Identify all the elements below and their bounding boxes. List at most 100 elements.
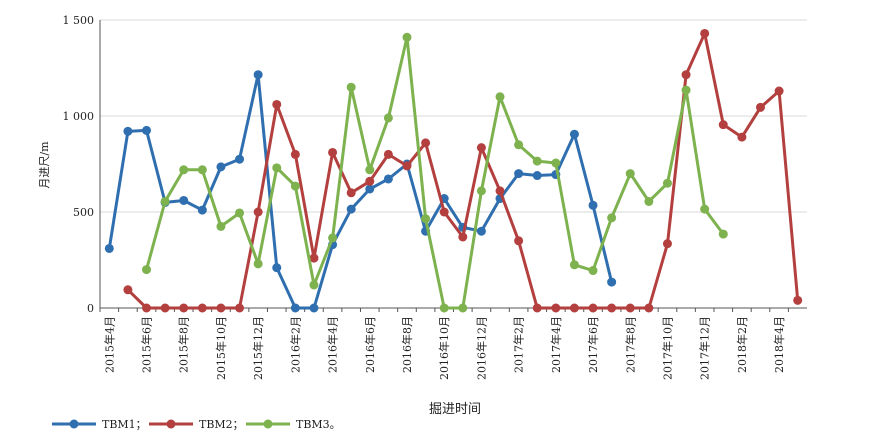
data-point (179, 303, 189, 313)
data-point (328, 233, 338, 243)
data-point (681, 85, 691, 95)
legend-label: TBM3。 (296, 418, 341, 431)
data-point (644, 196, 654, 206)
data-point (179, 195, 189, 205)
x-tick-label: 2016年12月 (474, 316, 488, 380)
data-point (439, 207, 449, 217)
data-point (793, 295, 803, 305)
data-point (197, 303, 207, 313)
data-point (532, 156, 542, 166)
data-point (569, 129, 579, 139)
data-point (235, 208, 245, 218)
legend-marker (263, 419, 273, 429)
data-point (495, 186, 505, 196)
data-point (309, 303, 319, 313)
data-point (272, 99, 282, 109)
data-point (607, 213, 617, 223)
x-tick-label: 2016年6月 (363, 316, 377, 373)
x-tick-label: 2018年2月 (735, 316, 749, 373)
data-point (235, 303, 245, 313)
data-point (346, 188, 356, 198)
data-point (123, 126, 133, 136)
x-tick-label: 2015年8月 (177, 316, 191, 373)
data-point (253, 70, 263, 80)
data-point (365, 184, 375, 194)
data-point (160, 303, 170, 313)
data-point (216, 221, 226, 231)
data-point (383, 149, 393, 159)
data-point (328, 147, 338, 157)
x-tick-label: 2015年12月 (251, 316, 265, 380)
data-point (197, 205, 207, 215)
x-tick-label: 2015年6月 (140, 316, 154, 373)
x-tick-label: 2016年8月 (400, 316, 414, 373)
legend-label: TBM2； (199, 418, 244, 431)
y-tick-label: 1 500 (63, 14, 95, 27)
data-point (476, 143, 486, 153)
x-tick-label: 2018年4月 (772, 316, 786, 373)
data-point (700, 28, 710, 38)
data-point (607, 303, 617, 313)
x-tick-label: 2015年10月 (214, 316, 228, 380)
legend-marker (69, 419, 79, 429)
x-tick-label: 2017年10月 (660, 316, 674, 380)
data-point (421, 138, 431, 148)
data-point (309, 253, 319, 263)
data-point (700, 204, 710, 214)
data-point (142, 125, 152, 135)
x-axis-label: 掘进时间 (429, 402, 481, 417)
data-point (588, 266, 598, 276)
data-point (551, 158, 561, 168)
data-point (179, 165, 189, 175)
data-point (197, 165, 207, 175)
y-axis-label: 月进尺/m (38, 141, 51, 189)
data-point (272, 163, 282, 173)
data-point (458, 232, 468, 242)
data-point (476, 226, 486, 236)
data-point (253, 207, 263, 217)
data-point (346, 204, 356, 214)
data-point (569, 260, 579, 270)
data-point (681, 70, 691, 80)
data-point (718, 120, 728, 130)
data-point (272, 263, 282, 273)
series-line (145, 35, 725, 310)
y-tick-label: 0 (87, 302, 94, 315)
data-point (514, 169, 524, 179)
data-point (476, 186, 486, 196)
data-point (532, 171, 542, 181)
x-tick-label: 2017年6月 (586, 316, 600, 373)
data-point (588, 303, 598, 313)
data-point (421, 214, 431, 224)
series-line (107, 73, 614, 310)
data-point (104, 243, 114, 253)
x-tick-label: 2016年2月 (288, 316, 302, 373)
y-tick-label: 1 000 (63, 110, 95, 123)
data-point (216, 303, 226, 313)
data-point (290, 149, 300, 159)
y-tick-label: 500 (73, 206, 94, 219)
data-point (290, 181, 300, 191)
data-point (662, 178, 672, 188)
data-point (514, 140, 524, 150)
data-point (253, 259, 263, 269)
data-point (142, 303, 152, 313)
legend-marker (166, 419, 176, 429)
data-point (383, 174, 393, 184)
x-tick-label: 2016年4月 (326, 316, 340, 373)
x-tick-label: 2017年12月 (698, 316, 712, 380)
data-point (588, 200, 598, 210)
data-point (160, 196, 170, 206)
x-tick-label: 2017年2月 (512, 316, 526, 373)
data-point (514, 236, 524, 246)
x-tick-label: 2015年4月 (102, 316, 116, 373)
data-point (737, 132, 747, 142)
data-point (774, 86, 784, 96)
data-point (439, 303, 449, 313)
data-point (625, 303, 635, 313)
x-tick-label: 2016年10月 (437, 316, 451, 380)
data-point (532, 303, 542, 313)
data-point (309, 280, 319, 290)
data-point (569, 303, 579, 313)
data-point (551, 303, 561, 313)
